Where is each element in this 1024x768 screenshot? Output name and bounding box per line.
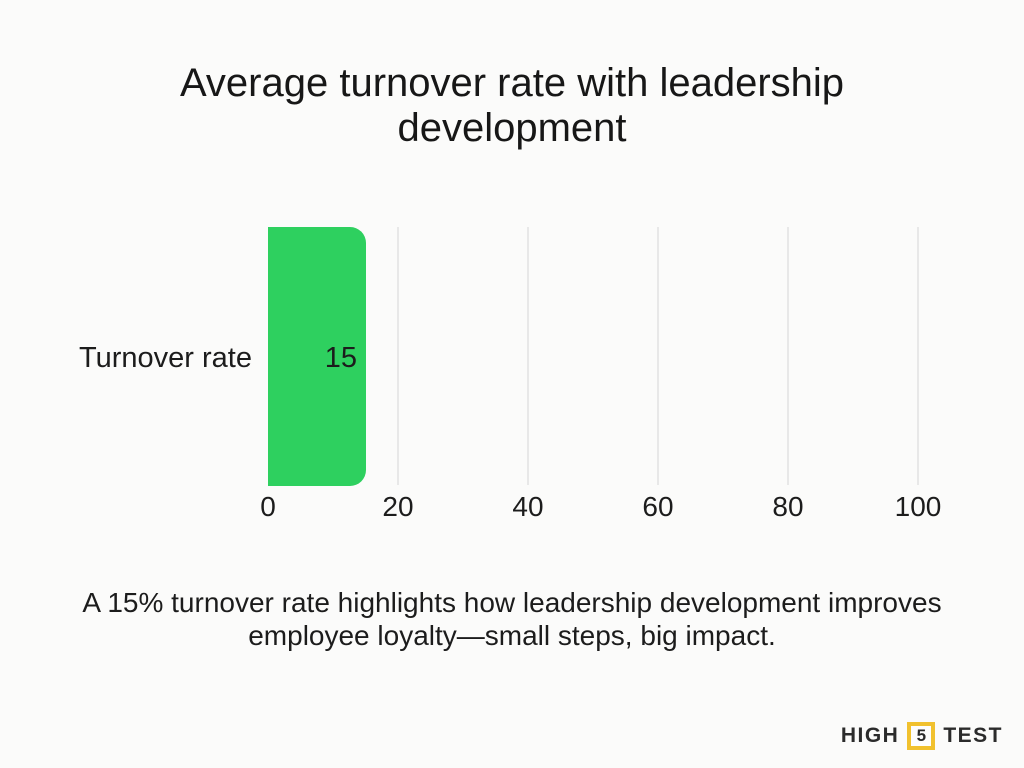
x-tick-label: 20 — [382, 491, 414, 522]
chart-title: Average turnover rate with leadership de… — [179, 61, 845, 150]
high5test-logo: HIGH 5 TEST — [841, 722, 1003, 750]
x-tick-label: 40 — [512, 491, 544, 522]
caption-text: A 15% turnover rate highlights how leade… — [82, 587, 942, 652]
gridline — [917, 227, 919, 485]
logo-five-box: 5 — [907, 722, 936, 750]
x-tick-label: 60 — [642, 491, 674, 522]
category-label: Turnover rate — [79, 342, 252, 374]
x-tick-label: 80 — [772, 491, 804, 522]
logo-word-test: TEST — [943, 724, 1003, 747]
logo-number-five: 5 — [916, 726, 927, 745]
gridline — [787, 227, 789, 485]
turnover-rate-bar — [268, 227, 366, 486]
x-tick-label: 100 — [894, 491, 942, 522]
bar-value-label: 15 — [324, 342, 357, 374]
logo-word-high: HIGH — [840, 724, 900, 747]
x-tick-label: 0 — [260, 491, 276, 522]
gridline — [527, 227, 529, 485]
gridline — [397, 227, 399, 485]
gridline — [657, 227, 659, 485]
